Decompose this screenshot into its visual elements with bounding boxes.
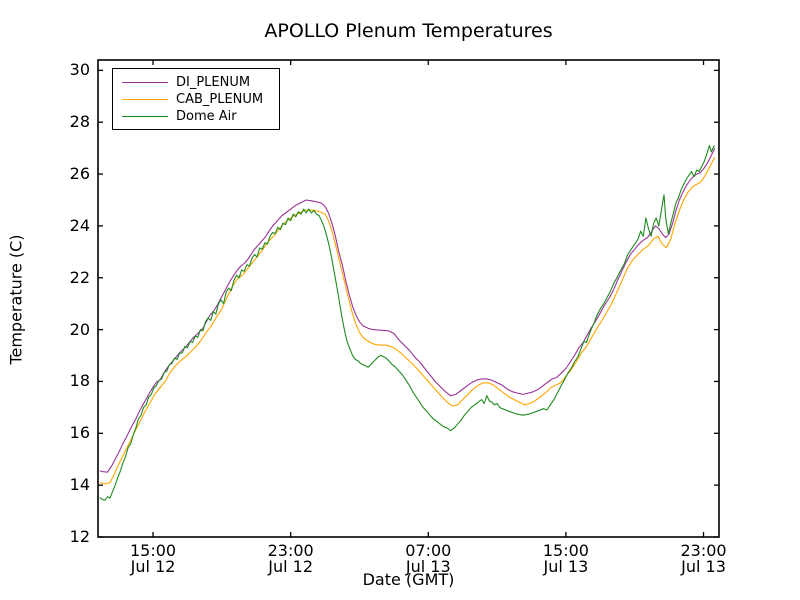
y-tick-label: 30 [69,60,90,80]
x-tick-label: 15:00 Jul 13 [542,541,589,576]
legend-item-dome-air: Dome Air [113,108,279,124]
y-tick-label: 12 [69,527,90,546]
y-tick-label: 22 [69,267,90,287]
x-tick-label: 23:00 Jul 13 [680,541,727,576]
y-tick-label: 16 [69,423,90,443]
legend-label: DI_PLENUM [176,74,251,90]
legend-item-cab-plenum: CAB_PLENUM [113,91,279,107]
x-tick-label: 07:00 Jul 13 [405,541,452,576]
y-axis-label: Temperature (C) [6,234,26,365]
legend-box: DI_PLENUM CAB_PLENUM Dome Air [112,68,280,130]
series-line-cab-plenum [99,156,716,485]
y-tick-label: 26 [69,164,90,184]
y-tick-label: 18 [69,371,90,391]
x-tick-label: 23:00 Jul 12 [267,541,314,576]
x-tick-label: 15:00 Jul 12 [129,541,177,576]
cab-plenum-line-sample-icon [122,98,168,100]
y-tick-label: 28 [69,112,90,132]
legend-item-di-plenum: DI_PLENUM [113,74,279,90]
legend-label: Dome Air [176,108,237,124]
y-tick-label: 14 [69,475,90,495]
y-tick-label: 24 [69,215,90,235]
di-plenum-line-sample-icon [122,81,168,83]
chart-title: APOLLO Plenum Temperatures [264,20,553,42]
legend-label: CAB_PLENUM [176,91,264,107]
series-line-di-plenum [99,147,716,473]
series-line-dome-air [99,144,716,501]
dome-air-line-sample-icon [122,115,168,117]
axes-frame [97,59,720,538]
x-axis-label: Date (GMT) [362,570,455,589]
y-tick-label: 20 [69,319,90,339]
